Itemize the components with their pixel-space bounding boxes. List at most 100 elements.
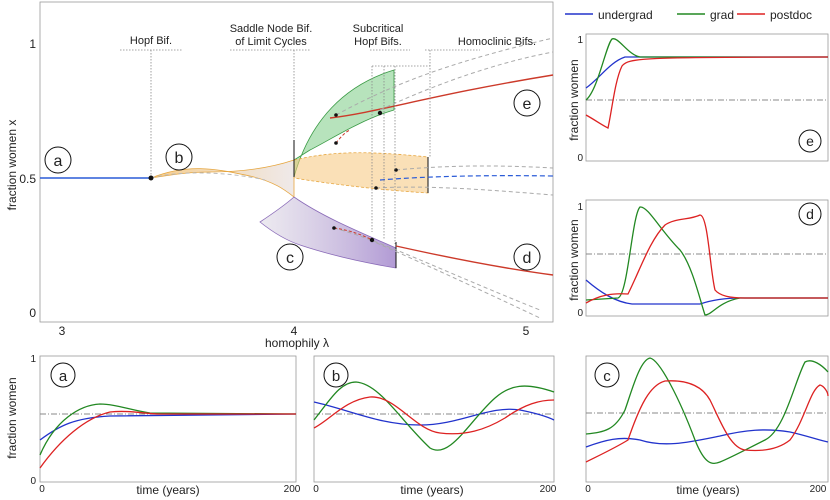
- panel-b-xlabel: time (years): [400, 483, 463, 497]
- panel-d-ytick-1: 1: [577, 202, 583, 213]
- panel-a-postdoc: [39, 410, 296, 469]
- saddle-annotation-1: Saddle Node Bif.: [230, 23, 313, 35]
- homoclinic-annotation: Homoclinic Bifs.: [458, 36, 536, 48]
- panel-a-label-text: a: [59, 368, 68, 385]
- panel-b-postdoc: [313, 396, 555, 435]
- panel-b-frame: [313, 355, 555, 483]
- main-ytick-1: 1: [29, 37, 36, 51]
- main-ylabel: fraction women x: [5, 120, 19, 211]
- panel-d-undergrad: [585, 279, 828, 305]
- panel-a-xlabel: time (years): [136, 483, 199, 497]
- point-7: [369, 237, 375, 243]
- panel-c-xtick-0: 0: [585, 484, 591, 495]
- panel-d-frame: [585, 199, 829, 317]
- panel-d-ylabel: fraction women: [567, 219, 581, 300]
- panel-c: 0 200 time (years) c: [585, 355, 829, 497]
- region-label-d: d: [513, 243, 541, 271]
- point-2: [377, 110, 383, 116]
- region-label-b: b: [165, 143, 193, 171]
- orange-limit-cycle-region: [150, 159, 295, 198]
- main-ytick-0: 0: [29, 306, 36, 320]
- point-4: [374, 186, 378, 190]
- panel-e-label: e: [798, 129, 822, 153]
- purple-limit-cycle-region: [259, 196, 397, 269]
- annotation-leaders: [120, 49, 480, 244]
- region-label-c: c: [276, 243, 304, 271]
- region-label-a-text: a: [54, 153, 63, 170]
- panel-b-label-text: b: [332, 368, 340, 385]
- main-xtick-4: 4: [291, 324, 298, 338]
- region-label-e-text: e: [523, 96, 532, 113]
- panel-a-grad: [39, 403, 297, 456]
- legend-label-postdoc: postdoc: [770, 8, 812, 22]
- legend-label-undergrad: undergrad: [598, 8, 653, 22]
- panel-a-ylabel: fraction women: [5, 377, 19, 458]
- saddle-annotation-2: of Limit Cycles: [235, 36, 307, 48]
- panel-d-label: d: [798, 202, 822, 226]
- point-1: [334, 113, 338, 117]
- panel-a-label: a: [50, 362, 76, 388]
- main-ytick-05: 0.5: [19, 172, 36, 186]
- red-dashed-short: [333, 227, 373, 241]
- panel-a-ytick-1: 1: [30, 354, 36, 365]
- legend-label-grad: grad: [710, 8, 734, 22]
- panel-b-xtick-0: 0: [313, 484, 319, 495]
- panel-c-xlabel: time (years): [676, 483, 739, 497]
- panel-e-ylabel: fraction women: [567, 59, 581, 140]
- region-label-b-text: b: [175, 150, 184, 167]
- panel-d: 1 0 fraction women d: [567, 199, 829, 319]
- panel-c-label-text: c: [603, 368, 611, 385]
- panel-c-frame: [585, 355, 829, 483]
- panel-b-label: b: [323, 362, 349, 388]
- region-label-d-text: d: [523, 250, 532, 267]
- panel-e: 1 0 fraction women e: [567, 33, 829, 164]
- hopf-point: [148, 175, 154, 181]
- gray-dashed-3: [375, 186, 554, 196]
- upper-red-branch: [329, 74, 554, 119]
- panel-c-grad: [585, 357, 829, 464]
- panel-c-postdoc: [585, 380, 829, 463]
- panel-e-ytick-1: 1: [577, 35, 583, 46]
- gray-dashed-5: [333, 227, 541, 311]
- hopf-annotation: Hopf Bif.: [130, 35, 172, 47]
- panel-b-undergrad: [313, 401, 555, 426]
- region-label-e: e: [513, 89, 541, 117]
- panel-c-xtick-200: 200: [810, 484, 827, 495]
- legend: undergrad grad postdoc: [565, 8, 812, 22]
- panel-a-ytick-0: 0: [30, 476, 36, 487]
- panel-a-frame: [39, 355, 297, 483]
- point-6: [332, 226, 336, 230]
- panel-b-xtick-200: 200: [540, 484, 557, 495]
- panel-e-postdoc: [585, 56, 829, 129]
- region-label-c-text: c: [286, 250, 294, 267]
- panel-d-ytick-0: 0: [577, 308, 583, 319]
- unstable-branch-dashed-1: [150, 172, 266, 181]
- panel-d-postdoc: [585, 214, 828, 304]
- panel-e-frame: [585, 33, 829, 162]
- gray-dashed-1: [335, 37, 554, 116]
- panel-d-grad: [585, 206, 828, 316]
- gray-dashed-6: [369, 239, 541, 319]
- panel-a-undergrad: [39, 413, 297, 441]
- main-plot-frame: [39, 1, 554, 323]
- region-label-a: a: [44, 146, 72, 174]
- gray-dashed-2: [379, 51, 554, 111]
- main-xtick-5: 5: [523, 324, 530, 338]
- green-limit-cycle-region: [293, 69, 395, 178]
- panel-e-ytick-0: 0: [577, 153, 583, 164]
- panel-a: 1 0 fraction women 0 200 time (years) a: [5, 354, 301, 497]
- main-xlabel: homophily λ: [265, 336, 329, 350]
- gray-dashed-4: [395, 165, 554, 171]
- panel-b: 0 200 time (years) b: [313, 355, 557, 497]
- panel-e-label-text: e: [806, 133, 814, 149]
- panel-c-label: c: [594, 362, 620, 388]
- point-3: [334, 141, 338, 145]
- orange-upper-region: [293, 152, 429, 194]
- panel-c-undergrad: [585, 429, 829, 448]
- panel-b-grad: [313, 381, 555, 451]
- panel-e-grad: [585, 38, 828, 101]
- unstable-branch-dashed-2: [379, 175, 554, 181]
- main-xtick-3: 3: [59, 324, 66, 338]
- panel-e-undergrad: [585, 56, 828, 89]
